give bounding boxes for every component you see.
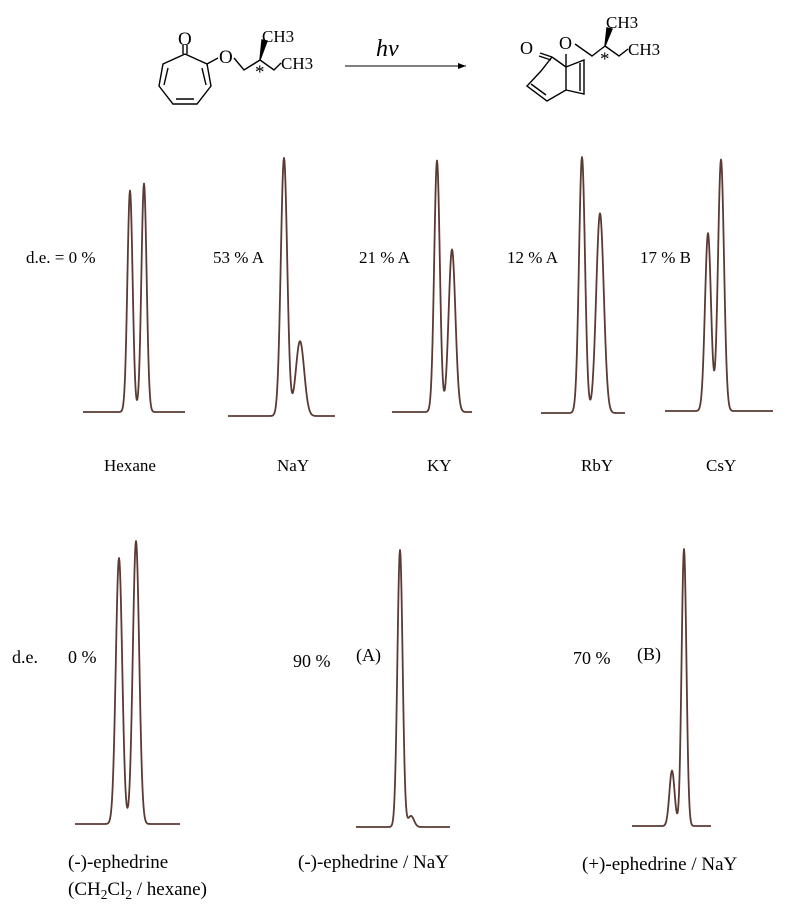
medium-label-rby: RbY: [581, 456, 614, 475]
top-de-label-ky: 21 % A: [359, 248, 410, 267]
product-methyl-top: CH3: [606, 13, 639, 32]
medium-label-hexane: Hexane: [104, 456, 156, 475]
medium-label-nay: NaY: [277, 456, 310, 475]
medium-label-ky: KY: [427, 456, 452, 475]
reactant-stereocenter: *: [255, 62, 265, 83]
reactant-double-bond: [201, 67, 207, 86]
reactant-side-chain: [233, 57, 261, 71]
product-ether-oxygen: O: [559, 33, 572, 53]
product-wedge-bond: [604, 27, 613, 47]
reaction-scheme: [158, 27, 629, 105]
chromatogram-trace: [391, 159, 473, 413]
product-four-ring: [565, 58, 585, 95]
top-de-label-rby: 12 % A: [507, 248, 558, 267]
top-de-label-csy: 17 % B: [640, 248, 691, 267]
product-carbonyl-oxygen: O: [520, 38, 533, 58]
reactant-wedge-bond: [259, 39, 268, 61]
medium-label-plus-ephedrine-nay: (+)-ephedrine / NaY: [582, 854, 738, 875]
medium-label-ephedrine-hexane: (-)-ephedrine: [68, 852, 169, 873]
product-structure: [525, 27, 629, 102]
reactant-carbonyl-oxygen: O: [178, 29, 192, 50]
reactant-ether-oxygen: O: [219, 47, 233, 68]
reactant-side-chain-tail: [259, 59, 282, 71]
chromatogram-trace: [82, 182, 186, 413]
top-de-label-nay: 53 % A: [213, 248, 264, 267]
bottom-row-de-label: d.e.: [12, 647, 38, 667]
medium-label-csy: CsY: [706, 456, 737, 475]
top-de-label-hexane: d.e. = 0 %: [26, 248, 96, 267]
product-double-bond: [530, 83, 547, 96]
bottom-de-label-plus-ephedrine-nay: 70 %: [573, 648, 611, 668]
medium-label-minus-ephedrine-nay: (-)-ephedrine / NaY: [298, 852, 449, 873]
reactant-structure: [158, 39, 282, 105]
bottom-de-label-minus-ephedrine-nay: 90 %: [293, 651, 331, 671]
reactant-methyl-top: CH3: [262, 27, 295, 46]
product-carbonyl-bond: [538, 55, 552, 61]
product-carbonyl-bond: [539, 52, 553, 58]
reactant-ether-bond: [206, 57, 219, 65]
product-side-chain: [574, 43, 606, 57]
bottom-tag-b: (B): [637, 644, 661, 664]
reaction-arrow: [345, 63, 466, 69]
arrow-label-hv: hν: [376, 36, 399, 62]
bottom-tag-a: (A): [356, 645, 381, 665]
chromatogram-trace: [355, 549, 451, 828]
chromatogram-trace: [631, 548, 712, 827]
product-methyl-end: CH3: [628, 40, 661, 59]
chromatogram-trace: [227, 157, 336, 417]
reactant-methyl-end: CH3: [281, 54, 314, 73]
chromatogram-trace: [74, 540, 181, 825]
product-side-chain-tail: [604, 45, 629, 57]
product-stereocenter: *: [600, 49, 610, 70]
reactant-double-bond: [163, 67, 169, 86]
bottom-de-label-ephedrine-hexane: 0 %: [68, 647, 97, 667]
chromatogram-trace: [540, 156, 626, 414]
reactant-ring: [158, 53, 212, 105]
medium-label-ephedrine-solvent: (CH2Cl2 / hexane): [68, 879, 207, 902]
chromatogram-trace: [664, 158, 774, 412]
